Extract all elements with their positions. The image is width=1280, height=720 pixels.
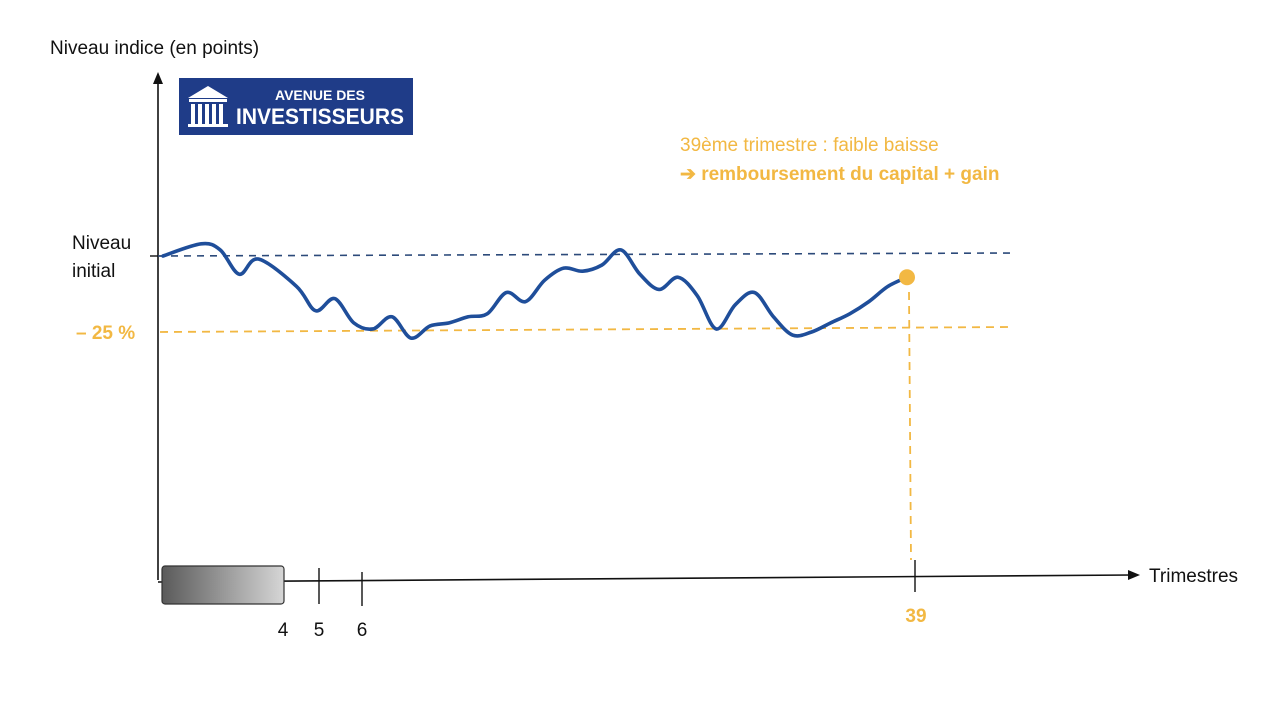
x-axis-label: Trimestres <box>1149 566 1238 587</box>
annotation-line2: ➔ remboursement du capital + gain <box>680 164 999 185</box>
x-axis <box>157 574 1133 583</box>
y-axis-arrow <box>153 72 163 84</box>
brand-logo: AVENUE DES INVESTISSEURS <box>179 78 413 135</box>
initial-period-box <box>161 565 285 605</box>
barrier-label: – 25 % <box>76 323 135 344</box>
barrier-line <box>159 326 1013 333</box>
x-axis-arrow <box>1128 570 1140 580</box>
columns-building-icon <box>188 86 228 127</box>
y-axis-label: Niveau indice (en points) <box>50 38 259 59</box>
logo-line2: INVESTISSEURS <box>236 104 404 129</box>
x-tick-label-5: 5 <box>314 620 325 641</box>
x-tick-label-4: 4 <box>278 620 289 641</box>
index-series-line <box>161 241 909 340</box>
annotation-line1: 39ème trimestre : faible baisse <box>680 135 939 156</box>
logo-line1: AVENUE DES <box>275 87 365 103</box>
observation-drop-line <box>908 291 912 561</box>
x-tick-label-39: 39 <box>905 606 926 627</box>
initial-level-label-line1: Niveau <box>72 233 131 254</box>
initial-level-label-line2: initial <box>72 261 115 282</box>
x-tick-label-6: 6 <box>357 620 368 641</box>
end-point-marker <box>899 269 915 286</box>
initial-level-line <box>157 252 1016 257</box>
